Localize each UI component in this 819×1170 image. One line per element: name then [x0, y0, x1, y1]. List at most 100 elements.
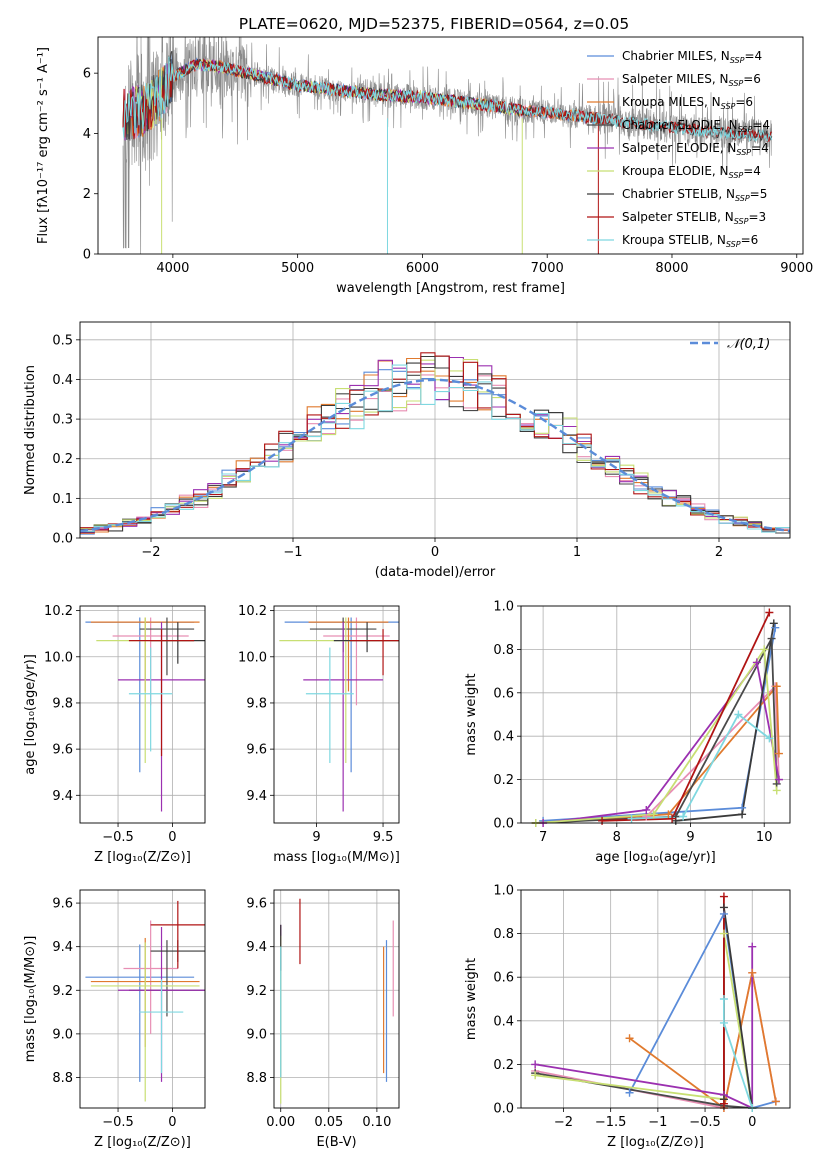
y-tick-label: 6	[83, 67, 91, 82]
x-tick-label: 0	[431, 545, 439, 560]
spectrum-legend: Chabrier MILES, NSSP=4 Salpeter MILES, NS…	[587, 49, 770, 249]
x-tick-label: 5000	[281, 261, 314, 276]
weight-line-salpeter-miles	[535, 972, 777, 1108]
y-tick-label: 9.4	[246, 789, 267, 804]
weight-marker	[748, 942, 757, 951]
y-tick-label: 1.0	[493, 884, 514, 899]
mass-vs-Z-plot-area	[85, 900, 205, 1102]
age-vs-Z-plot-area	[85, 617, 205, 812]
y-tick-label: 8.8	[52, 1071, 73, 1086]
y-axis-label: age [log₁₀(age/yr)]	[23, 654, 38, 775]
error-bar-point	[279, 617, 399, 763]
weight-marker	[774, 749, 783, 758]
axes-frame	[79, 889, 206, 1109]
weight-marker	[765, 608, 774, 617]
error-bar-point	[139, 617, 195, 676]
error-bar-point	[305, 647, 354, 763]
y-tick-label: 10.0	[44, 650, 73, 665]
age-vs-mass-panel: 9 9.5 9.4 9.6 9.8 10.0 10.2 mass [log₁₀(M/M⊙)]	[238, 604, 400, 865]
x-tick-label: −0.5	[102, 830, 134, 845]
mass-weight-vs-age-panel: 7 8 9 10 0.0 0.2 0.4 0.6 0.8 1.0 age [log₁₀(age/yr…	[464, 600, 791, 865]
weight-marker	[765, 734, 774, 743]
x-tick-label: 0	[168, 830, 176, 845]
axes-frame	[79, 605, 206, 824]
y-tick-label: 0.2	[52, 452, 73, 467]
legend-label: Kroupa STELIB, NSSP=6	[622, 233, 758, 249]
normal-distribution-curve	[80, 378, 790, 533]
y-tick-label: 8.8	[246, 1071, 267, 1086]
mass-weight-vs-Z-plot-area	[535, 896, 777, 1108]
y-tick-label: 0.5	[52, 333, 73, 348]
x-axis-label: Z [log₁₀(Z/Z⊙)]	[94, 1135, 191, 1150]
x-axis-label: E(B-V)	[316, 1135, 356, 1150]
weight-line-chabrier-stelib	[723, 907, 754, 1108]
weight-marker	[719, 903, 728, 912]
x-tick-label: −0.5	[689, 1115, 721, 1130]
y-tick-label: 0.0	[52, 532, 73, 547]
mass-vs-Z-panel: −0.5 0 8.8 9.0 9.2 9.4 9.6 Z [log₁₀(Z/Z⊙)] mass …	[23, 889, 206, 1150]
x-tick-label: 9	[312, 830, 320, 845]
weight-marker	[627, 814, 636, 823]
weight-marker	[734, 710, 743, 719]
x-tick-label: −2	[141, 545, 160, 560]
weight-marker	[531, 1071, 540, 1080]
weight-marker	[738, 810, 747, 819]
weight-line-chabrier-elodie	[535, 635, 778, 823]
axes-frame	[97, 36, 804, 255]
y-tick-label: 9.8	[246, 696, 267, 711]
weight-marker	[772, 786, 781, 795]
weight-marker	[531, 1060, 540, 1069]
x-axis-label: Z [log₁₀(Z/Z⊙)]	[607, 1135, 704, 1150]
axes-frame	[273, 605, 400, 824]
y-tick-label: 2	[83, 187, 91, 202]
x-tick-label: 0.10	[362, 1115, 391, 1130]
y-tick-label: 9.0	[246, 1027, 267, 1042]
y-tick-label: 10.2	[44, 604, 73, 619]
y-tick-label: 9.6	[246, 897, 267, 912]
error-bar-point	[308, 617, 389, 692]
weight-line-kroupa-elodie	[535, 646, 778, 823]
error-bar-point	[90, 942, 200, 1102]
residual-histogram-plot-area	[80, 352, 790, 535]
x-tick-label: 10	[756, 830, 773, 845]
age-vs-Z-panel: −0.5 0 9.4 9.6 9.8 10.0 10.2 Z [log₁₀(Z/Z⊙)] age…	[23, 604, 206, 865]
x-tick-label: 4000	[156, 261, 189, 276]
x-tick-label: 0.05	[314, 1115, 343, 1130]
y-tick-label: 1.0	[493, 600, 514, 615]
error-bar-point	[128, 647, 173, 752]
y-tick-label: 9.8	[52, 696, 73, 711]
legend-label: Chabrier ELODIE, NSSP=4	[622, 118, 770, 134]
y-tick-label: 9.6	[246, 743, 267, 758]
weight-marker	[771, 1097, 780, 1106]
legend-label: Salpeter ELODIE, NSSP=4	[622, 141, 769, 157]
y-tick-label: 9.4	[52, 789, 73, 804]
weight-marker	[772, 682, 781, 691]
weight-marker	[760, 645, 769, 654]
y-tick-label: 0.2	[493, 773, 514, 788]
weight-marker	[649, 810, 658, 819]
x-tick-label: 9000	[780, 261, 813, 276]
x-tick-label: 0	[168, 1115, 176, 1130]
mass-vs-EBV-plot-area	[280, 898, 394, 1104]
x-tick-label: 2	[715, 545, 723, 560]
y-tick-label: 0.0	[493, 817, 514, 832]
x-tick-label: −2	[554, 1115, 573, 1130]
error-bar-point	[349, 629, 399, 676]
spectrum-panel: 4000 5000 6000 7000 8000 9000 0 2 4 6 wavelength […	[36, 36, 813, 296]
y-tick-label: 0.3	[52, 413, 73, 428]
y-tick-label: 0.4	[493, 1014, 514, 1029]
weight-marker	[625, 1034, 634, 1043]
axes-frame	[79, 321, 791, 539]
x-axis-label: (data-model)/error	[375, 565, 496, 580]
x-tick-label: 8	[613, 830, 621, 845]
y-tick-label: 0	[83, 248, 91, 263]
legend-label: Salpeter MILES, NSSP=6	[622, 72, 761, 88]
error-bar-point	[96, 617, 195, 763]
y-tick-label: 9.6	[52, 897, 73, 912]
weight-marker	[719, 1099, 728, 1108]
y-tick-label: 9.6	[52, 743, 73, 758]
x-tick-label: 7	[539, 830, 547, 845]
error-bar-point	[85, 944, 195, 1082]
mass-weight-vs-Z-panel: −2 −1.5 −1 −0.5 0 0.0 0.2 0.4 0.6 0.8 1.0 Z [log₁₀(…	[464, 884, 791, 1150]
